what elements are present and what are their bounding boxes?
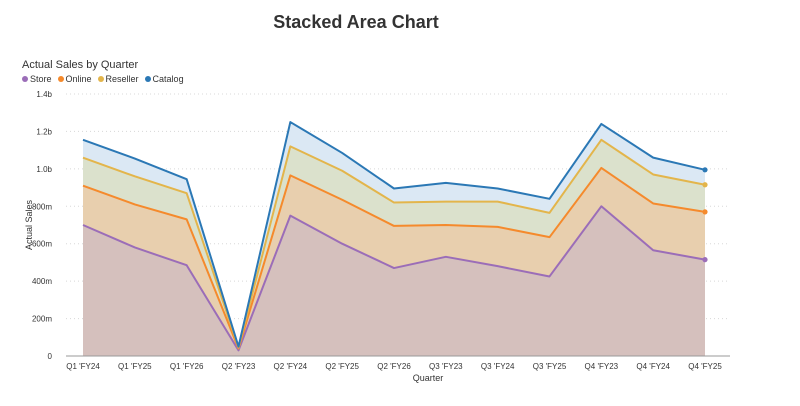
- legend-label: Reseller: [105, 74, 139, 84]
- series-line-catalog: [82, 121, 706, 348]
- y-tick-label: 400m: [32, 277, 52, 286]
- legend-item-online[interactable]: Online: [57, 74, 92, 84]
- end-point-reseller: [702, 182, 708, 188]
- y-tick-label: 1.4b: [36, 90, 52, 99]
- legend-item-reseller[interactable]: Reseller: [97, 74, 139, 84]
- legend: Store Online Reseller Catalog: [22, 74, 184, 84]
- legend-item-catalog[interactable]: Catalog: [144, 74, 184, 84]
- y-tick-label: 1.2b: [36, 127, 52, 136]
- series-line-store: [82, 205, 706, 352]
- area-store: [83, 206, 705, 356]
- x-tick-label: Q2 'FY26: [377, 362, 411, 371]
- x-tick-label: Q1 'FY26: [170, 362, 204, 371]
- y-axis-title: Actual Sales: [24, 199, 34, 250]
- end-point-catalog: [702, 167, 708, 173]
- legend-marker: [57, 76, 64, 82]
- y-tick-label: 200m: [32, 315, 52, 324]
- x-tick-label: Q4 'FY25: [688, 362, 722, 371]
- x-axis-title: Quarter: [413, 373, 444, 383]
- end-point-online: [702, 209, 708, 215]
- legend-item-store[interactable]: Store: [22, 74, 52, 84]
- x-tick-label: Q3 'FY24: [481, 362, 515, 371]
- x-tick-label: Q2 'FY23: [222, 362, 256, 371]
- legend-marker: [22, 76, 28, 82]
- x-tick-label: Q1 'FY24: [66, 362, 100, 371]
- x-tick-label: Q4 'FY23: [585, 362, 619, 371]
- x-tick-label: Q3 'FY25: [533, 362, 567, 371]
- legend-label: Catalog: [152, 74, 184, 84]
- y-tick-label: 1.0b: [36, 165, 52, 174]
- page-title: Stacked Area Chart: [273, 12, 439, 32]
- chart-subtitle: Actual Sales by Quarter: [22, 59, 139, 71]
- series-line-online: [82, 166, 706, 350]
- end-point-store: [702, 257, 708, 263]
- y-tick-label: 0: [48, 352, 53, 361]
- y-tick-label: 800m: [32, 202, 52, 211]
- legend-label: Store: [30, 74, 52, 84]
- legend-label: Online: [65, 74, 92, 84]
- series-line-reseller: [82, 138, 706, 349]
- x-tick-label: Q3 'FY23: [429, 362, 463, 371]
- x-tick-label: Q2 'FY24: [274, 362, 308, 371]
- legend-marker: [97, 76, 104, 82]
- x-tick-label: Q2 'FY25: [325, 362, 359, 371]
- x-tick-label: Q4 'FY24: [636, 362, 670, 371]
- y-tick-label: 600m: [32, 240, 52, 249]
- x-tick-label: Q1 'FY25: [118, 362, 152, 371]
- legend-marker: [144, 76, 151, 82]
